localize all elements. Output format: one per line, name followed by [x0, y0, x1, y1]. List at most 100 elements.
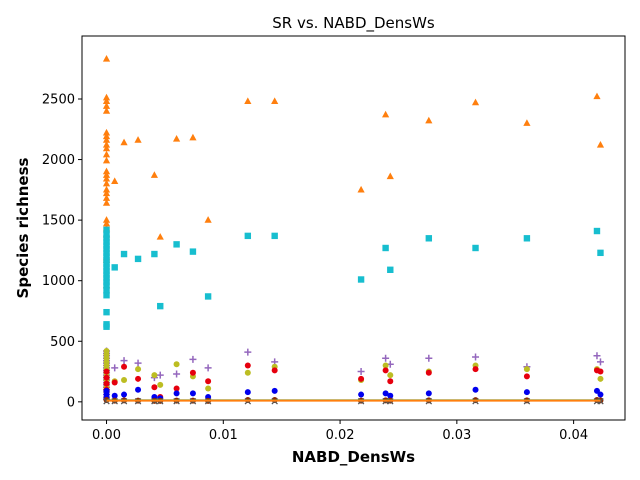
data-point [103, 264, 110, 271]
data-point [357, 276, 365, 283]
data-point [103, 278, 110, 286]
data-point [103, 226, 110, 234]
x-axis-label: NABD_DensWs [292, 448, 415, 466]
data-point [103, 249, 110, 257]
data-point [593, 227, 601, 235]
data-point [523, 389, 530, 396]
data-point [597, 249, 604, 257]
axis-ticks: 0.00 0.01 0.02 0.03 0.04 0 500 1000 1500 2000 2500 [42, 92, 588, 443]
data-point [111, 177, 119, 184]
data-point [102, 144, 111, 152]
data-point [111, 364, 119, 372]
data-point [135, 375, 142, 382]
data-point [597, 368, 604, 375]
data-point [156, 371, 164, 379]
data-point [102, 55, 111, 62]
data-point [596, 358, 604, 366]
data-point [103, 368, 110, 375]
data-point [205, 385, 212, 392]
data-point [103, 374, 110, 381]
y-tick-label: 2500 [42, 92, 75, 107]
data-point [387, 266, 394, 273]
data-point [102, 136, 111, 143]
x-tick-label: 0.04 [559, 428, 588, 443]
data-point [523, 119, 531, 126]
data-point [173, 370, 181, 378]
data-point [120, 250, 128, 258]
data-point [102, 219, 111, 227]
data-point [244, 232, 252, 240]
data-point [204, 364, 212, 372]
data-point [121, 377, 128, 384]
data-point [425, 390, 432, 397]
data-point [121, 363, 128, 370]
y-tick-label: 500 [50, 335, 75, 350]
data-point [382, 354, 390, 362]
data-point [358, 375, 365, 382]
y-tick-label: 1500 [42, 214, 75, 229]
data-point [102, 107, 111, 114]
data-point [102, 199, 111, 206]
data-point [102, 150, 111, 158]
data-point [111, 264, 118, 271]
data-point [173, 385, 180, 392]
data-point [472, 353, 480, 361]
data-point [173, 390, 180, 397]
data-point [103, 323, 110, 330]
data-point [471, 98, 480, 106]
data-point [189, 390, 196, 397]
data-point [103, 253, 110, 260]
y-tick-label: 2000 [42, 153, 75, 168]
data-point [358, 391, 365, 398]
data-point [135, 366, 142, 373]
data-point [103, 287, 110, 294]
data-point [103, 282, 110, 289]
data-point [189, 248, 197, 255]
data-point [189, 355, 197, 363]
data-point [103, 267, 110, 275]
data-point [103, 292, 110, 299]
x-tick-label: 0.02 [326, 428, 355, 443]
data-point [382, 367, 389, 374]
data-point [111, 392, 118, 399]
data-point [357, 368, 365, 376]
data-point [357, 185, 365, 193]
data-point [103, 271, 110, 278]
data-point [271, 367, 278, 374]
data-point [120, 138, 128, 146]
data-point [189, 133, 197, 141]
data-point [156, 233, 164, 240]
plot-frame [81, 35, 626, 421]
x-tick-label: 0.03 [442, 428, 471, 443]
data-point [151, 250, 158, 258]
data-point [151, 384, 158, 391]
data-point [103, 235, 110, 242]
data-point [102, 97, 111, 105]
data-point [150, 171, 158, 178]
data-point [134, 359, 142, 367]
data-point [425, 116, 433, 124]
data-point [387, 372, 394, 379]
chart-title: SR vs. NABD_DensWs [272, 14, 435, 33]
data-point [593, 92, 601, 100]
data-point [425, 369, 432, 376]
data-point [382, 244, 389, 252]
data-point [173, 361, 180, 368]
x-tick-label: 0.01 [209, 428, 238, 443]
data-point [102, 141, 111, 148]
data-point [593, 352, 601, 360]
data-point [382, 362, 389, 369]
data-point [271, 97, 279, 105]
data-point [472, 244, 479, 252]
series-1-square-points [103, 226, 604, 330]
data-point [244, 389, 251, 396]
data-point [102, 93, 111, 101]
data-point [523, 235, 531, 242]
data-point [472, 366, 479, 373]
data-point [425, 235, 433, 242]
data-point [103, 275, 110, 282]
data-point [204, 216, 212, 223]
data-point [189, 369, 196, 376]
data-point [102, 128, 111, 136]
